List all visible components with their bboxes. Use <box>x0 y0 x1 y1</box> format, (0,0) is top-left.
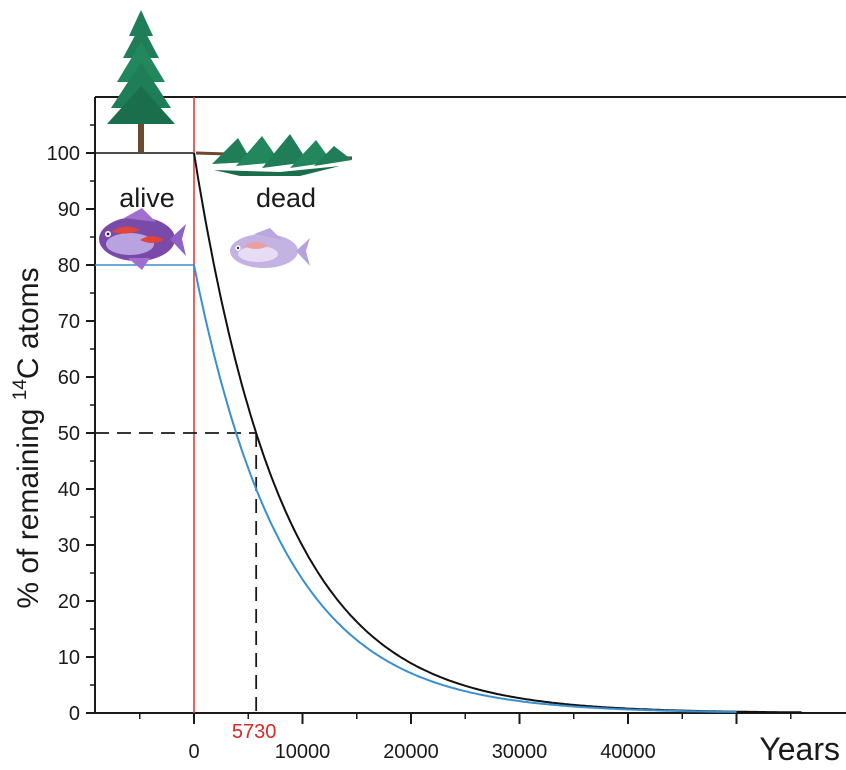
y-tick-label: 50 <box>58 423 80 445</box>
dead-label: dead <box>256 183 316 213</box>
series-group <box>193 152 802 714</box>
x-ticks: 0 10000 20000 30000 40000 <box>139 713 792 763</box>
tree-alive-icon <box>107 10 175 152</box>
y-tick-label: 40 <box>58 479 80 501</box>
x-axis-label: Years <box>759 731 840 767</box>
alive-label: alive <box>119 183 175 213</box>
y-tick-label: 30 <box>58 535 80 557</box>
y-axis-label-superscript: 14 <box>10 379 31 401</box>
y-tick-label: 70 <box>58 311 80 333</box>
x-tick-label: 40000 <box>600 741 656 763</box>
y-axis-label-prefix: % of remaining <box>12 400 45 608</box>
y-tick-label: 20 <box>58 591 80 613</box>
half-life-label: 5730 <box>232 721 277 743</box>
y-axis-label-suffix: C atoms <box>12 267 45 379</box>
x-tick-label: 10000 <box>275 741 331 763</box>
y-tick-label: 0 <box>69 703 80 725</box>
y-tick-label: 100 <box>47 143 80 165</box>
y-tick-label: 10 <box>58 647 80 669</box>
y-tick-label: 80 <box>58 255 80 277</box>
y-axis-label: % of remaining 14C atoms <box>10 267 45 608</box>
fish-alive-icon <box>99 208 186 270</box>
decay-curve <box>193 264 737 713</box>
fish-dead-icon <box>230 228 310 268</box>
decay-curve <box>193 152 802 714</box>
x-tick-label: 20000 <box>383 741 439 763</box>
y-tick-label: 90 <box>58 199 80 221</box>
x-tick-label: 30000 <box>492 741 548 763</box>
tree-dead-icon <box>195 134 353 176</box>
y-ticks: 0 10 20 30 40 50 60 70 80 90 100 <box>47 124 95 725</box>
x-tick-label: 0 <box>188 741 199 763</box>
y-tick-label: 60 <box>58 367 80 389</box>
